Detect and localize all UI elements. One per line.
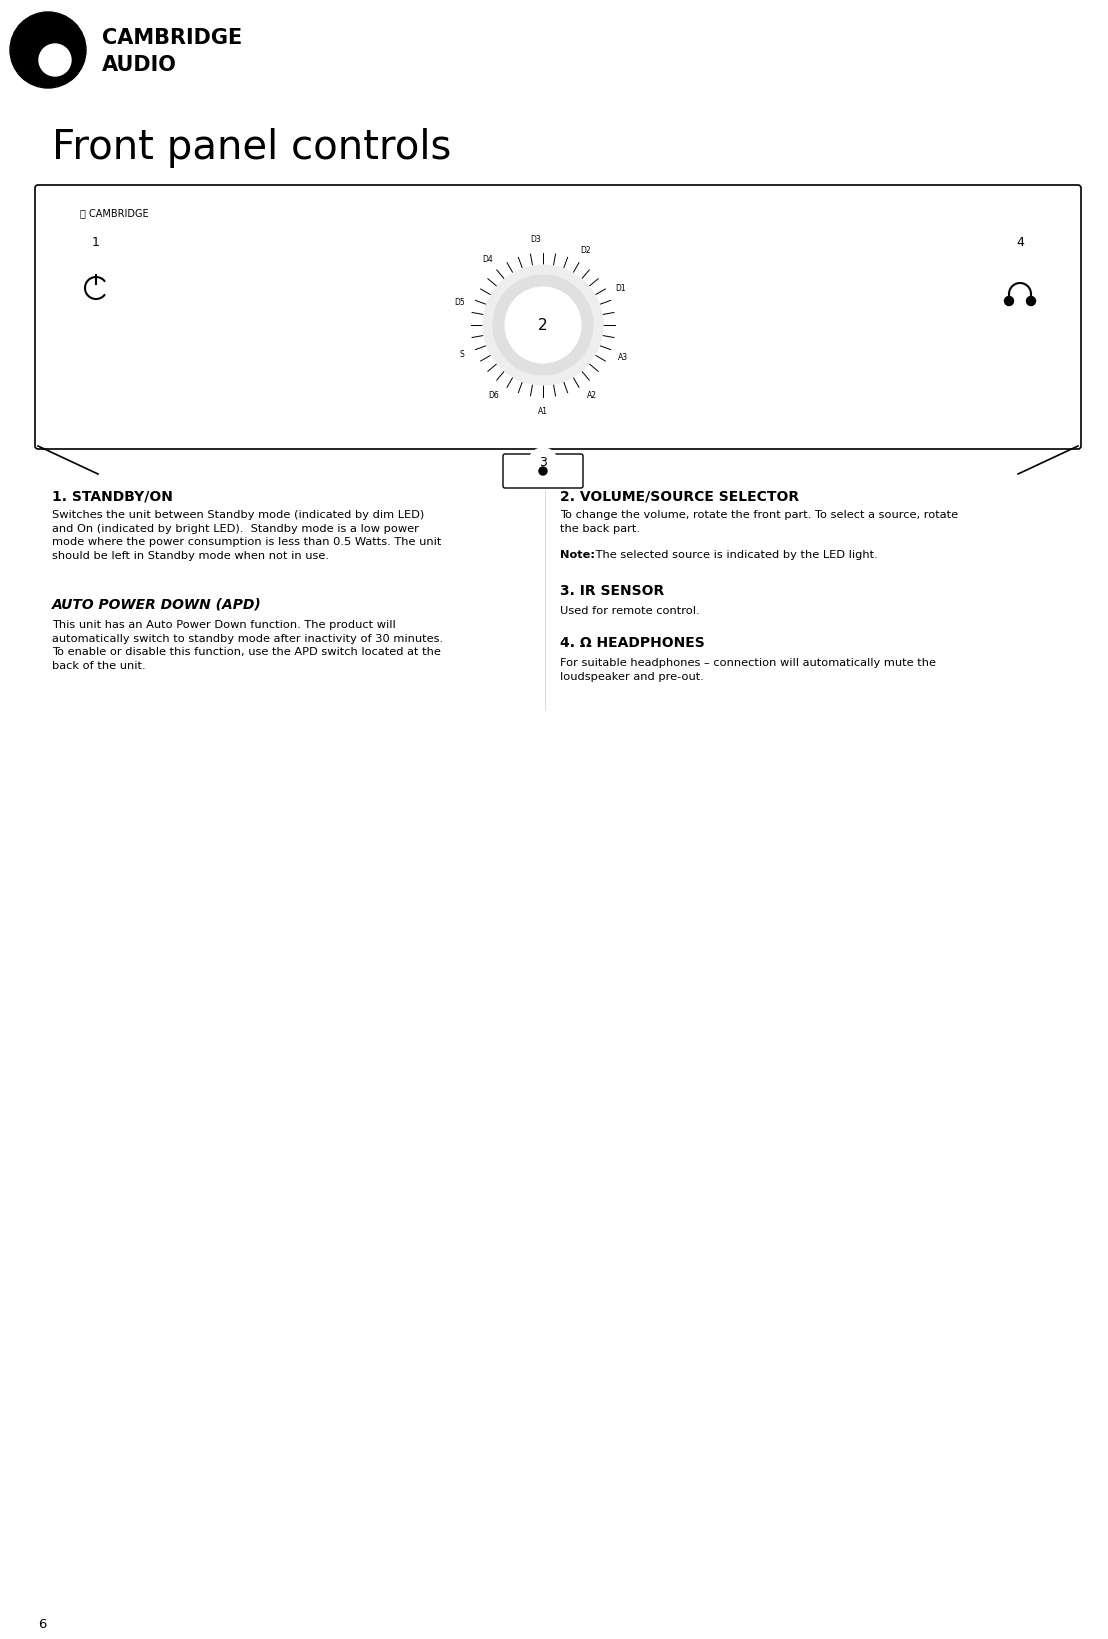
Text: CAMBRIDGE: CAMBRIDGE: [102, 28, 243, 48]
FancyBboxPatch shape: [35, 185, 1081, 449]
Circle shape: [493, 275, 593, 375]
Text: 6: 6: [38, 1618, 47, 1631]
Text: Used for remote control.: Used for remote control.: [560, 606, 699, 616]
Text: ⓒ CAMBRIDGE: ⓒ CAMBRIDGE: [80, 208, 148, 218]
Text: D5: D5: [454, 298, 465, 306]
Text: S: S: [460, 349, 464, 359]
Text: To change the volume, rotate the front part. To select a source, rotate
the back: To change the volume, rotate the front p…: [560, 510, 958, 534]
Text: 1: 1: [92, 236, 100, 249]
Text: A3: A3: [617, 352, 628, 362]
Text: 3: 3: [540, 456, 547, 469]
Text: D3: D3: [530, 234, 541, 244]
Text: D6: D6: [489, 392, 499, 400]
Text: 2. VOLUME/SOURCE SELECTOR: 2. VOLUME/SOURCE SELECTOR: [560, 490, 799, 505]
Circle shape: [39, 44, 71, 75]
Text: 1. STANDBY/ON: 1. STANDBY/ON: [52, 490, 173, 505]
Text: D1: D1: [616, 284, 626, 293]
Text: 4. Ω HEADPHONES: 4. Ω HEADPHONES: [560, 636, 705, 651]
FancyBboxPatch shape: [503, 454, 583, 488]
Circle shape: [10, 11, 86, 89]
Circle shape: [82, 229, 110, 257]
Text: 4: 4: [1016, 236, 1024, 249]
Circle shape: [527, 310, 560, 341]
Circle shape: [1026, 297, 1036, 305]
Circle shape: [1006, 229, 1034, 257]
Circle shape: [1005, 297, 1014, 305]
Text: 2: 2: [538, 318, 547, 333]
Text: A2: A2: [587, 392, 597, 400]
Text: D2: D2: [581, 246, 592, 256]
Circle shape: [505, 287, 581, 362]
Text: For suitable headphones – connection will automatically mute the
loudspeaker and: For suitable headphones – connection wil…: [560, 657, 936, 682]
Text: 3. IR SENSOR: 3. IR SENSOR: [560, 583, 665, 598]
Text: This unit has an Auto Power Down function. The product will
automatically switch: This unit has an Auto Power Down functio…: [52, 620, 443, 670]
Circle shape: [483, 266, 603, 385]
Text: The selected source is indicated by the LED light.: The selected source is indicated by the …: [592, 551, 878, 561]
Text: D4: D4: [482, 254, 493, 264]
Circle shape: [538, 467, 547, 475]
Circle shape: [529, 447, 557, 475]
Text: AUTO POWER DOWN (APD): AUTO POWER DOWN (APD): [52, 598, 261, 611]
Text: Note:: Note:: [560, 551, 595, 561]
Text: A1: A1: [538, 406, 548, 416]
Text: AUDIO: AUDIO: [102, 56, 177, 75]
Text: Front panel controls: Front panel controls: [52, 128, 451, 169]
Text: Switches the unit between Standby mode (indicated by dim LED)
and On (indicated : Switches the unit between Standby mode (…: [52, 510, 441, 561]
